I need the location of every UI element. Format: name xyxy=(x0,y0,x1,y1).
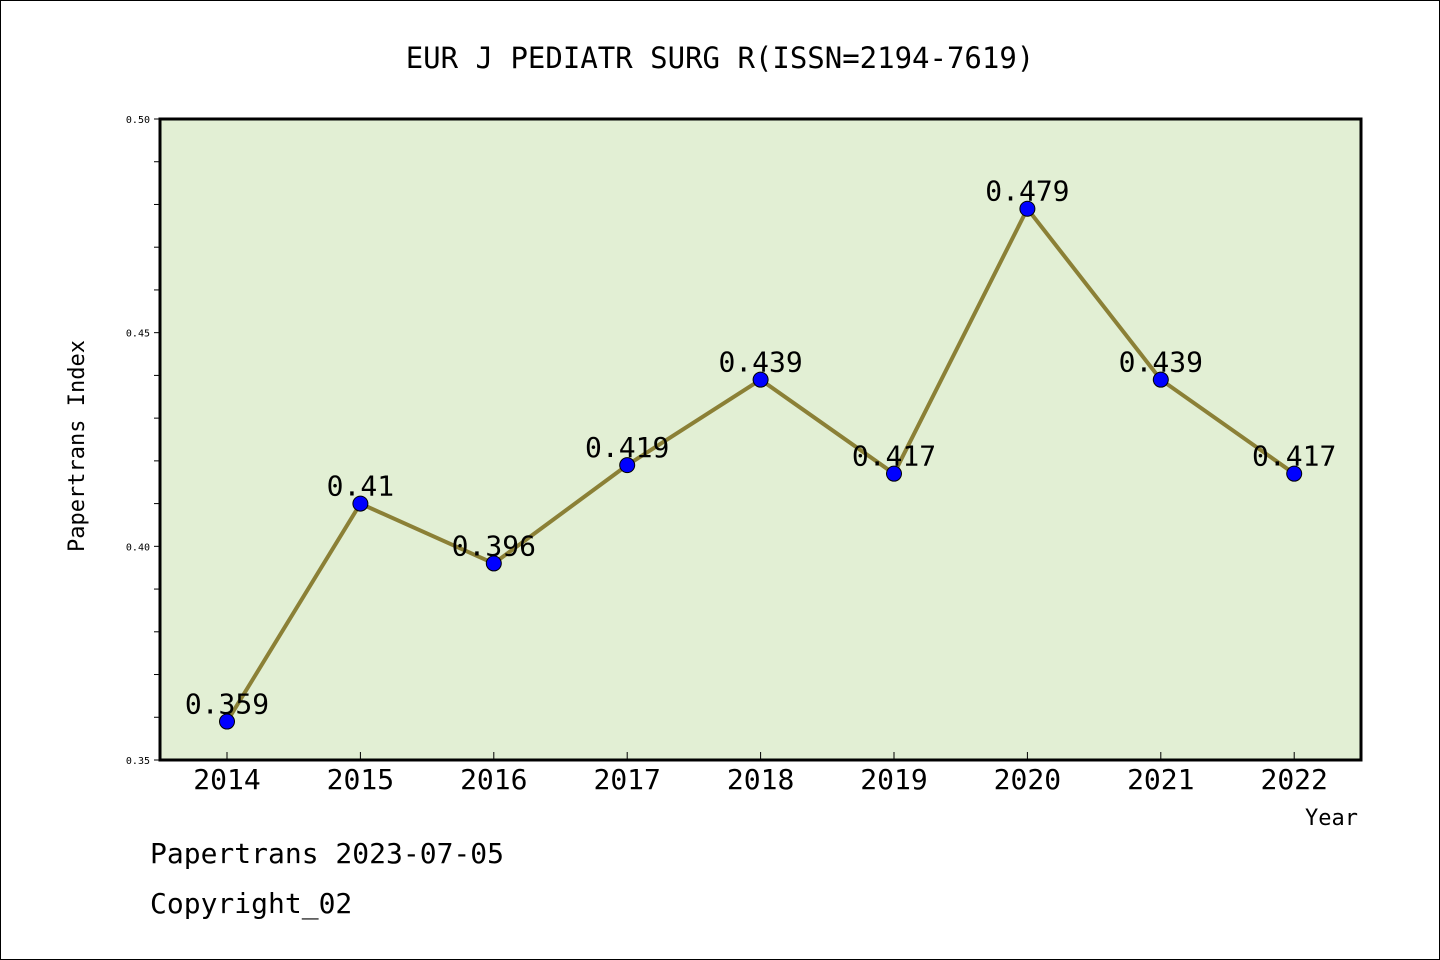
data-label: 0.479 xyxy=(985,175,1069,208)
y-tick-label: 0.50 xyxy=(126,115,150,126)
chart-title: EUR J PEDIATR SURG R(ISSN=2194-7619) xyxy=(406,41,1035,75)
data-series: 0.359 0.41 0.396 0.419 0.439 0.417 0.479 0.439 0… xyxy=(185,175,1336,730)
x-tick-label: 2020 xyxy=(994,763,1061,796)
x-axis-label: Year xyxy=(1305,806,1358,831)
data-point xyxy=(219,713,235,730)
data-label: 0.419 xyxy=(585,431,669,464)
x-tick-label: 2019 xyxy=(860,763,927,796)
x-tick-label: 2016 xyxy=(460,763,527,796)
data-point xyxy=(1152,371,1169,388)
data-point xyxy=(886,465,902,482)
plot-area xyxy=(158,117,1363,762)
y-tick-label: 0.40 xyxy=(126,542,150,553)
x-tick-label: 2021 xyxy=(1127,763,1194,796)
x-axis-ticks: 2014 2015 2016 2017 2018 2019 2020 2021 2022 xyxy=(193,752,1328,796)
data-point xyxy=(1019,200,1036,217)
x-tick-label: 2014 xyxy=(193,763,260,796)
data-point xyxy=(485,555,502,572)
footer-date: Papertrans 2023-07-05 xyxy=(150,837,504,870)
data-label: 0.396 xyxy=(452,529,536,562)
data-point xyxy=(619,457,636,474)
data-label: 0.41 xyxy=(327,470,394,503)
y-axis-ticks: 0.35 0.40 0.45 0.50 xyxy=(126,115,160,767)
x-tick-label: 2022 xyxy=(1260,763,1327,796)
y-tick-label: 0.35 xyxy=(126,756,150,767)
data-point xyxy=(352,495,369,512)
y-axis-label: Papertrans Index xyxy=(65,340,90,552)
x-tick-label: 2017 xyxy=(593,763,660,796)
y-tick-label: 0.45 xyxy=(126,329,150,340)
data-label: 0.439 xyxy=(718,346,802,379)
x-tick-label: 2015 xyxy=(327,763,394,796)
data-label: 0.359 xyxy=(185,688,269,721)
data-label: 0.417 xyxy=(1252,440,1336,473)
data-label: 0.417 xyxy=(852,440,936,473)
data-label: 0.439 xyxy=(1119,346,1203,379)
x-tick-label: 2018 xyxy=(727,763,794,796)
data-point xyxy=(752,371,769,388)
data-point xyxy=(1286,465,1303,482)
footer-copyright: Copyright_02 xyxy=(150,887,352,921)
